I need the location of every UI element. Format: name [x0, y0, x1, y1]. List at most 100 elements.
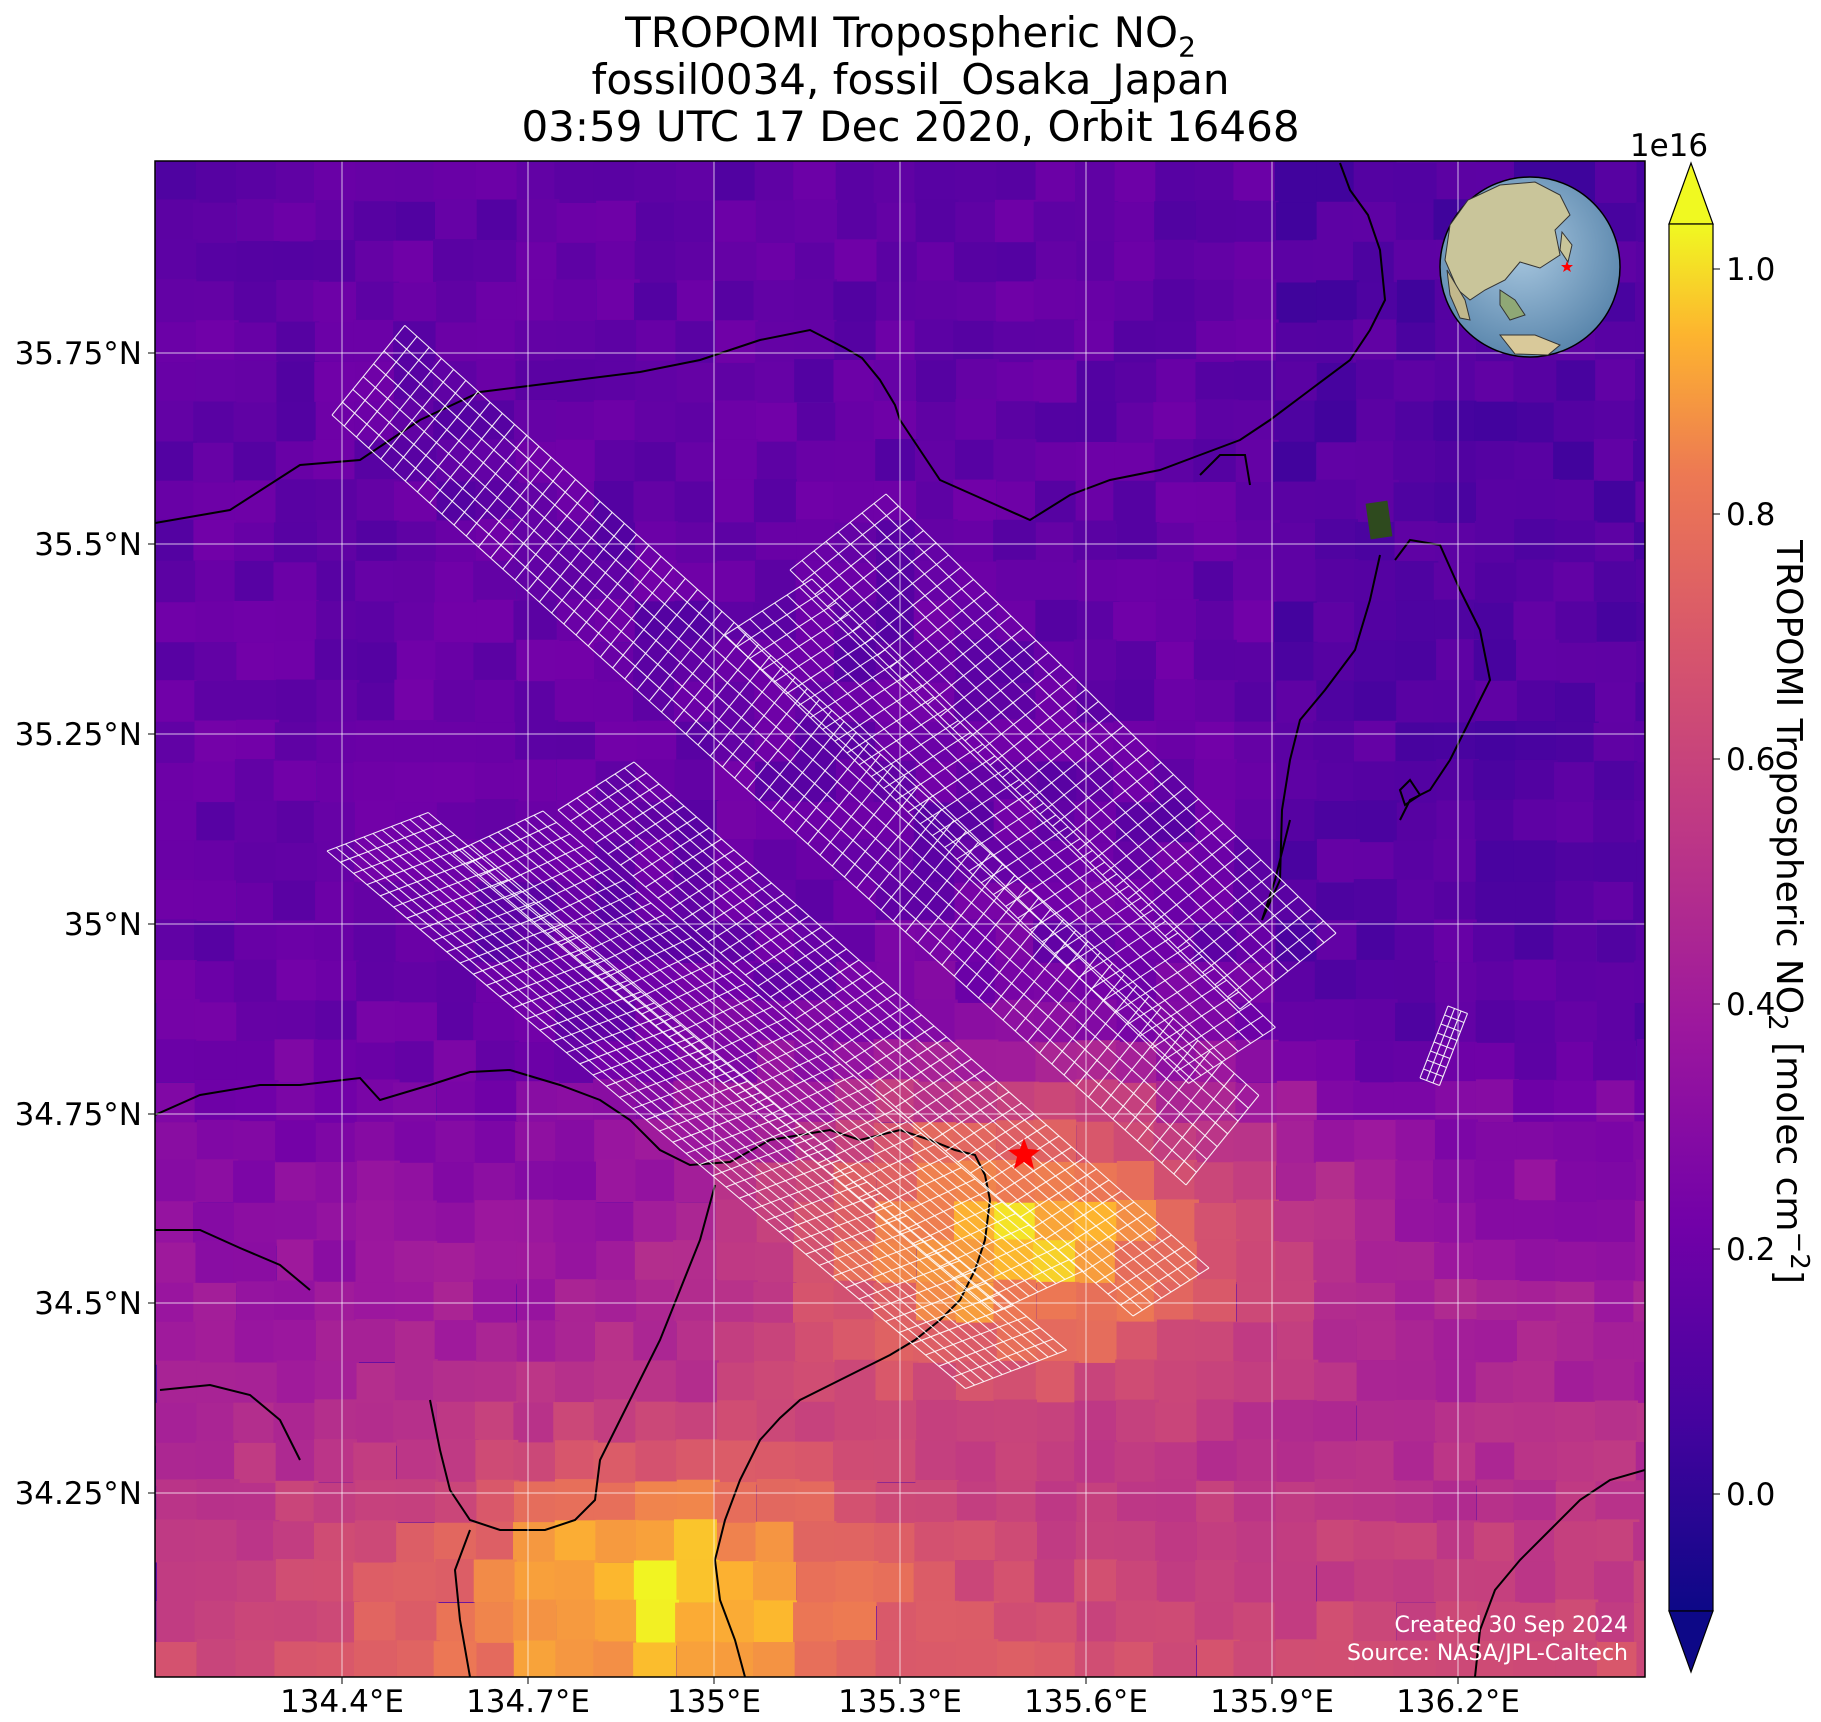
no2-pixel	[873, 1522, 917, 1566]
no2-pixel	[354, 1520, 398, 1564]
no2-pixel	[275, 1480, 319, 1524]
footprint-line	[1419, 1005, 1449, 1079]
no2-pixel	[1474, 1160, 1518, 1204]
footprint-line	[648, 611, 723, 702]
no2-pixel	[594, 1562, 638, 1606]
no2-pixel	[394, 1240, 438, 1284]
no2-pixel	[1633, 1521, 1645, 1565]
no2-pixel	[1474, 799, 1518, 843]
no2-pixel	[1395, 1480, 1439, 1524]
no2-pixel	[715, 1561, 759, 1605]
footprint-line	[707, 893, 785, 943]
no2-pixel	[834, 802, 878, 846]
no2-pixel	[756, 242, 800, 286]
no2-pixel	[1476, 1601, 1520, 1645]
no2-pixel	[1076, 1601, 1120, 1645]
no2-pixel	[674, 481, 718, 525]
no2-pixel	[313, 240, 357, 284]
no2-pixel	[593, 161, 637, 204]
no2-pixel	[193, 202, 237, 246]
no2-pixel	[1395, 1280, 1439, 1324]
no2-pixel	[1275, 322, 1319, 366]
no2-pixel	[1475, 720, 1519, 764]
no2-pixel	[1156, 1479, 1200, 1523]
globe-target-star	[1561, 261, 1573, 272]
no2-pixel	[1273, 1200, 1317, 1244]
no2-pixel	[314, 1081, 358, 1125]
footprint-line	[845, 1014, 922, 1064]
no2-pixel	[1233, 1322, 1277, 1366]
no2-pixel	[956, 1601, 1000, 1645]
no2-pixel	[916, 242, 960, 286]
no2-pixel	[276, 1082, 320, 1126]
footprint-line	[1189, 883, 1287, 961]
no2-pixel	[276, 1239, 320, 1283]
no2-pixel	[193, 1202, 237, 1246]
no2-pixel	[676, 1479, 720, 1523]
no2-pixel	[1314, 1282, 1358, 1326]
no2-pixel	[1593, 439, 1637, 483]
no2-pixel	[433, 161, 477, 205]
lon-tick-labels: 134.4°E 134.7°E 135°E 135.3°E 135.6°E 13…	[280, 1677, 1520, 1720]
footprint-line	[1132, 1267, 1210, 1317]
no2-pixel	[1233, 1402, 1277, 1446]
footprint-line	[720, 904, 797, 954]
no2-pixel	[396, 521, 440, 565]
footprint-line	[466, 822, 557, 865]
no2-pixel	[394, 1041, 438, 1085]
no2-pixel	[553, 1402, 597, 1446]
no2-pixel	[1513, 601, 1557, 645]
no2-pixel	[313, 1560, 357, 1604]
no2-pixel	[1114, 442, 1158, 486]
no2-pixel	[1276, 1080, 1320, 1124]
no2-pixel	[516, 1081, 560, 1125]
no2-pixel	[1113, 1122, 1157, 1166]
no2-pixel	[514, 1561, 558, 1605]
no2-pixel	[1155, 1601, 1199, 1645]
no2-pixel	[1314, 400, 1358, 444]
no2-pixel	[1316, 1519, 1360, 1563]
footprint-line	[506, 856, 598, 900]
no2-pixel	[273, 880, 317, 924]
no2-pixel	[1393, 1041, 1437, 1085]
no2-pixel	[195, 1159, 239, 1203]
no2-pixel	[713, 1482, 757, 1526]
no2-pixel	[956, 282, 1000, 326]
lat-tick-label: 35.5°N	[34, 527, 142, 563]
no2-pixel	[674, 1279, 718, 1323]
footprint-line	[907, 755, 996, 813]
no2-pixel	[676, 1641, 720, 1677]
no2-pixel	[833, 1319, 877, 1363]
no2-pixel	[1435, 1002, 1479, 1046]
no2-pixel	[913, 600, 957, 644]
no2-pixel	[476, 1322, 520, 1366]
no2-pixel	[1154, 439, 1198, 483]
no2-pixel	[1433, 1559, 1477, 1603]
no2-pixel	[954, 1002, 998, 1046]
footprint-line	[582, 783, 660, 833]
no2-pixel	[234, 322, 278, 366]
no2-pixel	[433, 1522, 477, 1566]
map-panel[interactable]: Created 30 Sep 2024 Source: NASA/JPL-Cal…	[153, 159, 1680, 1686]
no2-pixel	[916, 1399, 960, 1443]
no2-pixel	[313, 281, 357, 325]
no2-pixel	[876, 202, 920, 246]
no2-pixel	[675, 1360, 719, 1404]
no2-pixel	[594, 1599, 638, 1643]
footprint-line	[776, 1086, 868, 1130]
no2-pixel	[913, 1362, 957, 1406]
footprint-line	[1136, 1051, 1211, 1142]
no2-pixel	[473, 560, 517, 604]
no2-pixel	[194, 642, 238, 686]
footprint-line	[868, 809, 943, 900]
no2-pixel	[475, 1040, 519, 1084]
no2-pixel	[715, 241, 759, 285]
no2-pixel	[1596, 1080, 1640, 1124]
footprint-line	[1440, 1023, 1461, 1033]
colorbar-tick-label: 0.0	[1726, 1477, 1775, 1513]
no2-pixel	[596, 1241, 640, 1285]
no2-pixel	[753, 602, 797, 646]
no2-pixel	[1394, 1399, 1438, 1443]
no2-pixel	[474, 1121, 518, 1165]
no2-pixel	[753, 1322, 797, 1366]
